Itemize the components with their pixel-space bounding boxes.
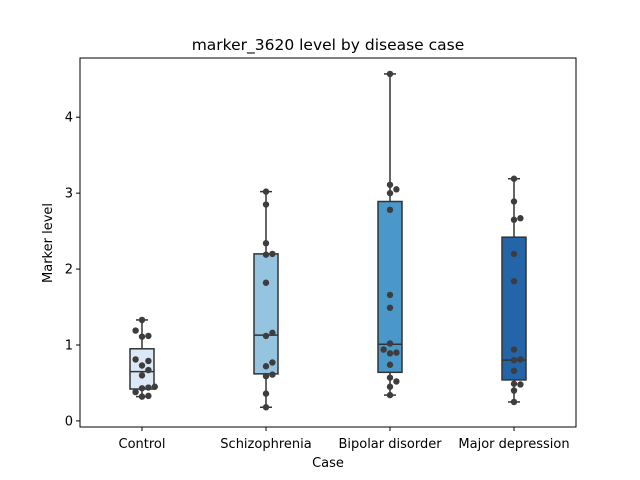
x-axis-title: Case [312, 456, 344, 471]
data-point [145, 357, 152, 365]
plot-area [129, 70, 527, 411]
data-point [138, 316, 146, 324]
box-iqr [501, 236, 527, 381]
chart-title: marker_3620 level by disease case [192, 36, 465, 55]
data-point [145, 332, 152, 340]
y-tick-label: 2 [65, 263, 73, 278]
data-point [262, 279, 270, 286]
x-axis: Control Schizophrenia Bipolar disorder Majo… [119, 427, 570, 452]
data-point [132, 356, 139, 363]
data-point [262, 201, 270, 208]
data-point [269, 250, 276, 258]
data-point [386, 383, 394, 390]
data-point [510, 175, 518, 182]
x-tick-label: Major depression [458, 437, 569, 452]
data-point [262, 332, 270, 340]
data-point [386, 374, 394, 381]
data-point [510, 380, 518, 387]
data-point [386, 340, 394, 347]
data-point [386, 350, 394, 357]
data-point [380, 346, 387, 353]
data-point [386, 70, 394, 78]
data-point [386, 291, 394, 299]
data-point [138, 393, 146, 400]
data-point [386, 391, 394, 399]
data-point [145, 392, 152, 400]
data-point [510, 216, 518, 223]
data-point [262, 404, 270, 411]
data-point [386, 189, 394, 197]
data-point [262, 363, 270, 370]
data-point [132, 388, 139, 396]
data-point [517, 215, 524, 222]
y-tick-label: 3 [65, 187, 73, 202]
data-point [138, 372, 146, 379]
data-point [510, 278, 518, 285]
data-point [132, 327, 139, 334]
data-point [393, 186, 400, 193]
data-point [510, 398, 518, 406]
data-point [510, 367, 518, 375]
data-point [510, 198, 518, 205]
data-point [269, 371, 276, 378]
data-point [262, 372, 270, 380]
data-point [269, 329, 276, 337]
data-point [269, 359, 276, 366]
data-point [517, 356, 524, 363]
data-point [138, 362, 146, 369]
y-axis-title: Marker level [41, 203, 56, 283]
data-point [393, 349, 400, 356]
box-iqr [377, 200, 403, 374]
data-point [262, 390, 270, 397]
data-point [262, 240, 270, 247]
box-group [501, 177, 527, 403]
y-tick-label: 0 [65, 414, 73, 429]
data-point [262, 251, 270, 258]
y-tick-label: 4 [65, 111, 73, 126]
data-point [145, 384, 152, 391]
y-tick-label: 1 [65, 339, 73, 354]
box-iqr [253, 253, 279, 375]
plot-frame [79, 57, 577, 428]
data-point [386, 304, 394, 311]
data-point [517, 381, 524, 388]
data-point [510, 356, 518, 364]
x-tick-label: Schizophrenia [220, 437, 311, 452]
box-group [377, 73, 403, 396]
data-point [393, 378, 400, 385]
data-point [510, 387, 518, 394]
data-point [386, 181, 394, 188]
data-point [262, 188, 270, 195]
x-tick-label: Control [119, 437, 166, 452]
data-point [386, 361, 394, 368]
data-point [138, 385, 146, 392]
data-point [510, 346, 518, 353]
data-point [145, 366, 152, 374]
data-point [138, 333, 146, 340]
data-point [386, 206, 394, 214]
y-axis: 0 1 2 3 4 [65, 111, 80, 429]
data-point [510, 250, 518, 258]
x-tick-label: Bipolar disorder [338, 437, 442, 452]
data-point [151, 383, 158, 390]
